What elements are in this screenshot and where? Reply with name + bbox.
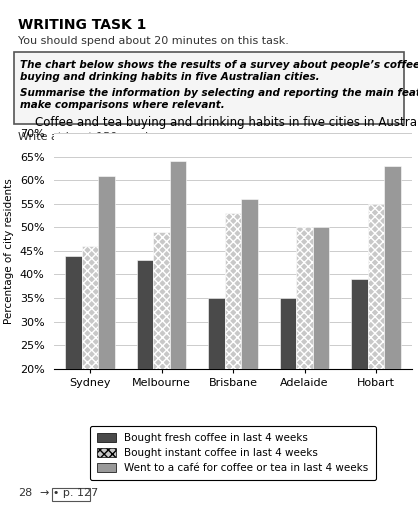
Bar [14,52,404,124]
Text: → • p. 127: → • p. 127 [40,488,98,498]
Bar [313,227,329,463]
Bar [153,232,170,463]
Title: Coffee and tea buying and drinking habits in five cities in Australia: Coffee and tea buying and drinking habit… [35,116,418,129]
Text: Write at least 150 words.: Write at least 150 words. [18,132,158,142]
Y-axis label: Percentage of city residents: Percentage of city residents [4,178,14,324]
Bar [82,246,98,463]
Bar [384,166,400,463]
Bar [170,161,186,463]
Bar [280,298,296,463]
Text: buying and drinking habits in five Australian cities.: buying and drinking habits in five Austr… [20,72,320,82]
Bar [296,227,313,463]
Bar [209,298,225,463]
Bar [52,488,90,501]
Text: WRITING TASK 1: WRITING TASK 1 [18,18,146,32]
Text: make comparisons where relevant.: make comparisons where relevant. [20,100,225,110]
Bar [368,204,384,463]
Bar [98,176,115,463]
Text: The chart below shows the results of a survey about people’s coffee and tea: The chart below shows the results of a s… [20,60,418,70]
Bar [137,260,153,463]
Bar [225,213,241,463]
Bar [241,199,257,463]
Text: Summarise the information by selecting and reporting the main features, and: Summarise the information by selecting a… [20,88,418,98]
Text: 28: 28 [18,488,32,498]
Bar [66,255,82,463]
Bar [352,279,368,463]
Text: You should spend about 20 minutes on this task.: You should spend about 20 minutes on thi… [18,36,289,46]
Legend: Bought fresh coffee in last 4 weeks, Bought instant coffee in last 4 weeks, Went: Bought fresh coffee in last 4 weeks, Bou… [90,425,376,480]
